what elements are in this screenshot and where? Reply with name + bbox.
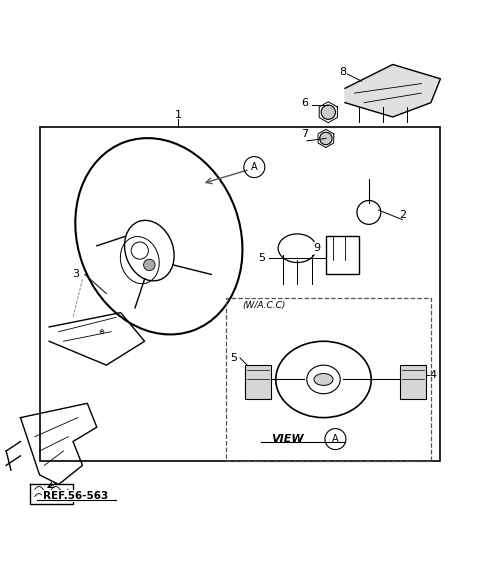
Bar [326, 236, 360, 274]
Text: A: A [251, 162, 258, 172]
Bar [226, 298, 431, 461]
Text: 1: 1 [174, 110, 181, 120]
Ellipse shape [314, 374, 333, 386]
Bar [245, 365, 271, 399]
Text: 8: 8 [339, 66, 346, 77]
Bar [39, 127, 441, 461]
Text: 3: 3 [72, 269, 79, 279]
Text: ⊕: ⊕ [99, 329, 105, 335]
Circle shape [320, 132, 332, 145]
Text: REF.56-563: REF.56-563 [43, 491, 108, 502]
Circle shape [144, 259, 155, 270]
Text: A: A [332, 434, 339, 444]
Text: 2: 2 [399, 210, 406, 220]
Polygon shape [345, 65, 441, 117]
Text: 5: 5 [230, 353, 237, 363]
Text: (W/A.C.C): (W/A.C.C) [242, 301, 286, 310]
Text: 4: 4 [430, 370, 437, 379]
Bar [400, 365, 426, 399]
Circle shape [321, 105, 336, 119]
Text: VIEW: VIEW [271, 434, 304, 444]
Text: 7: 7 [301, 129, 308, 139]
Text: 5: 5 [258, 253, 265, 263]
Text: 9: 9 [313, 243, 320, 253]
Text: 6: 6 [301, 98, 308, 108]
